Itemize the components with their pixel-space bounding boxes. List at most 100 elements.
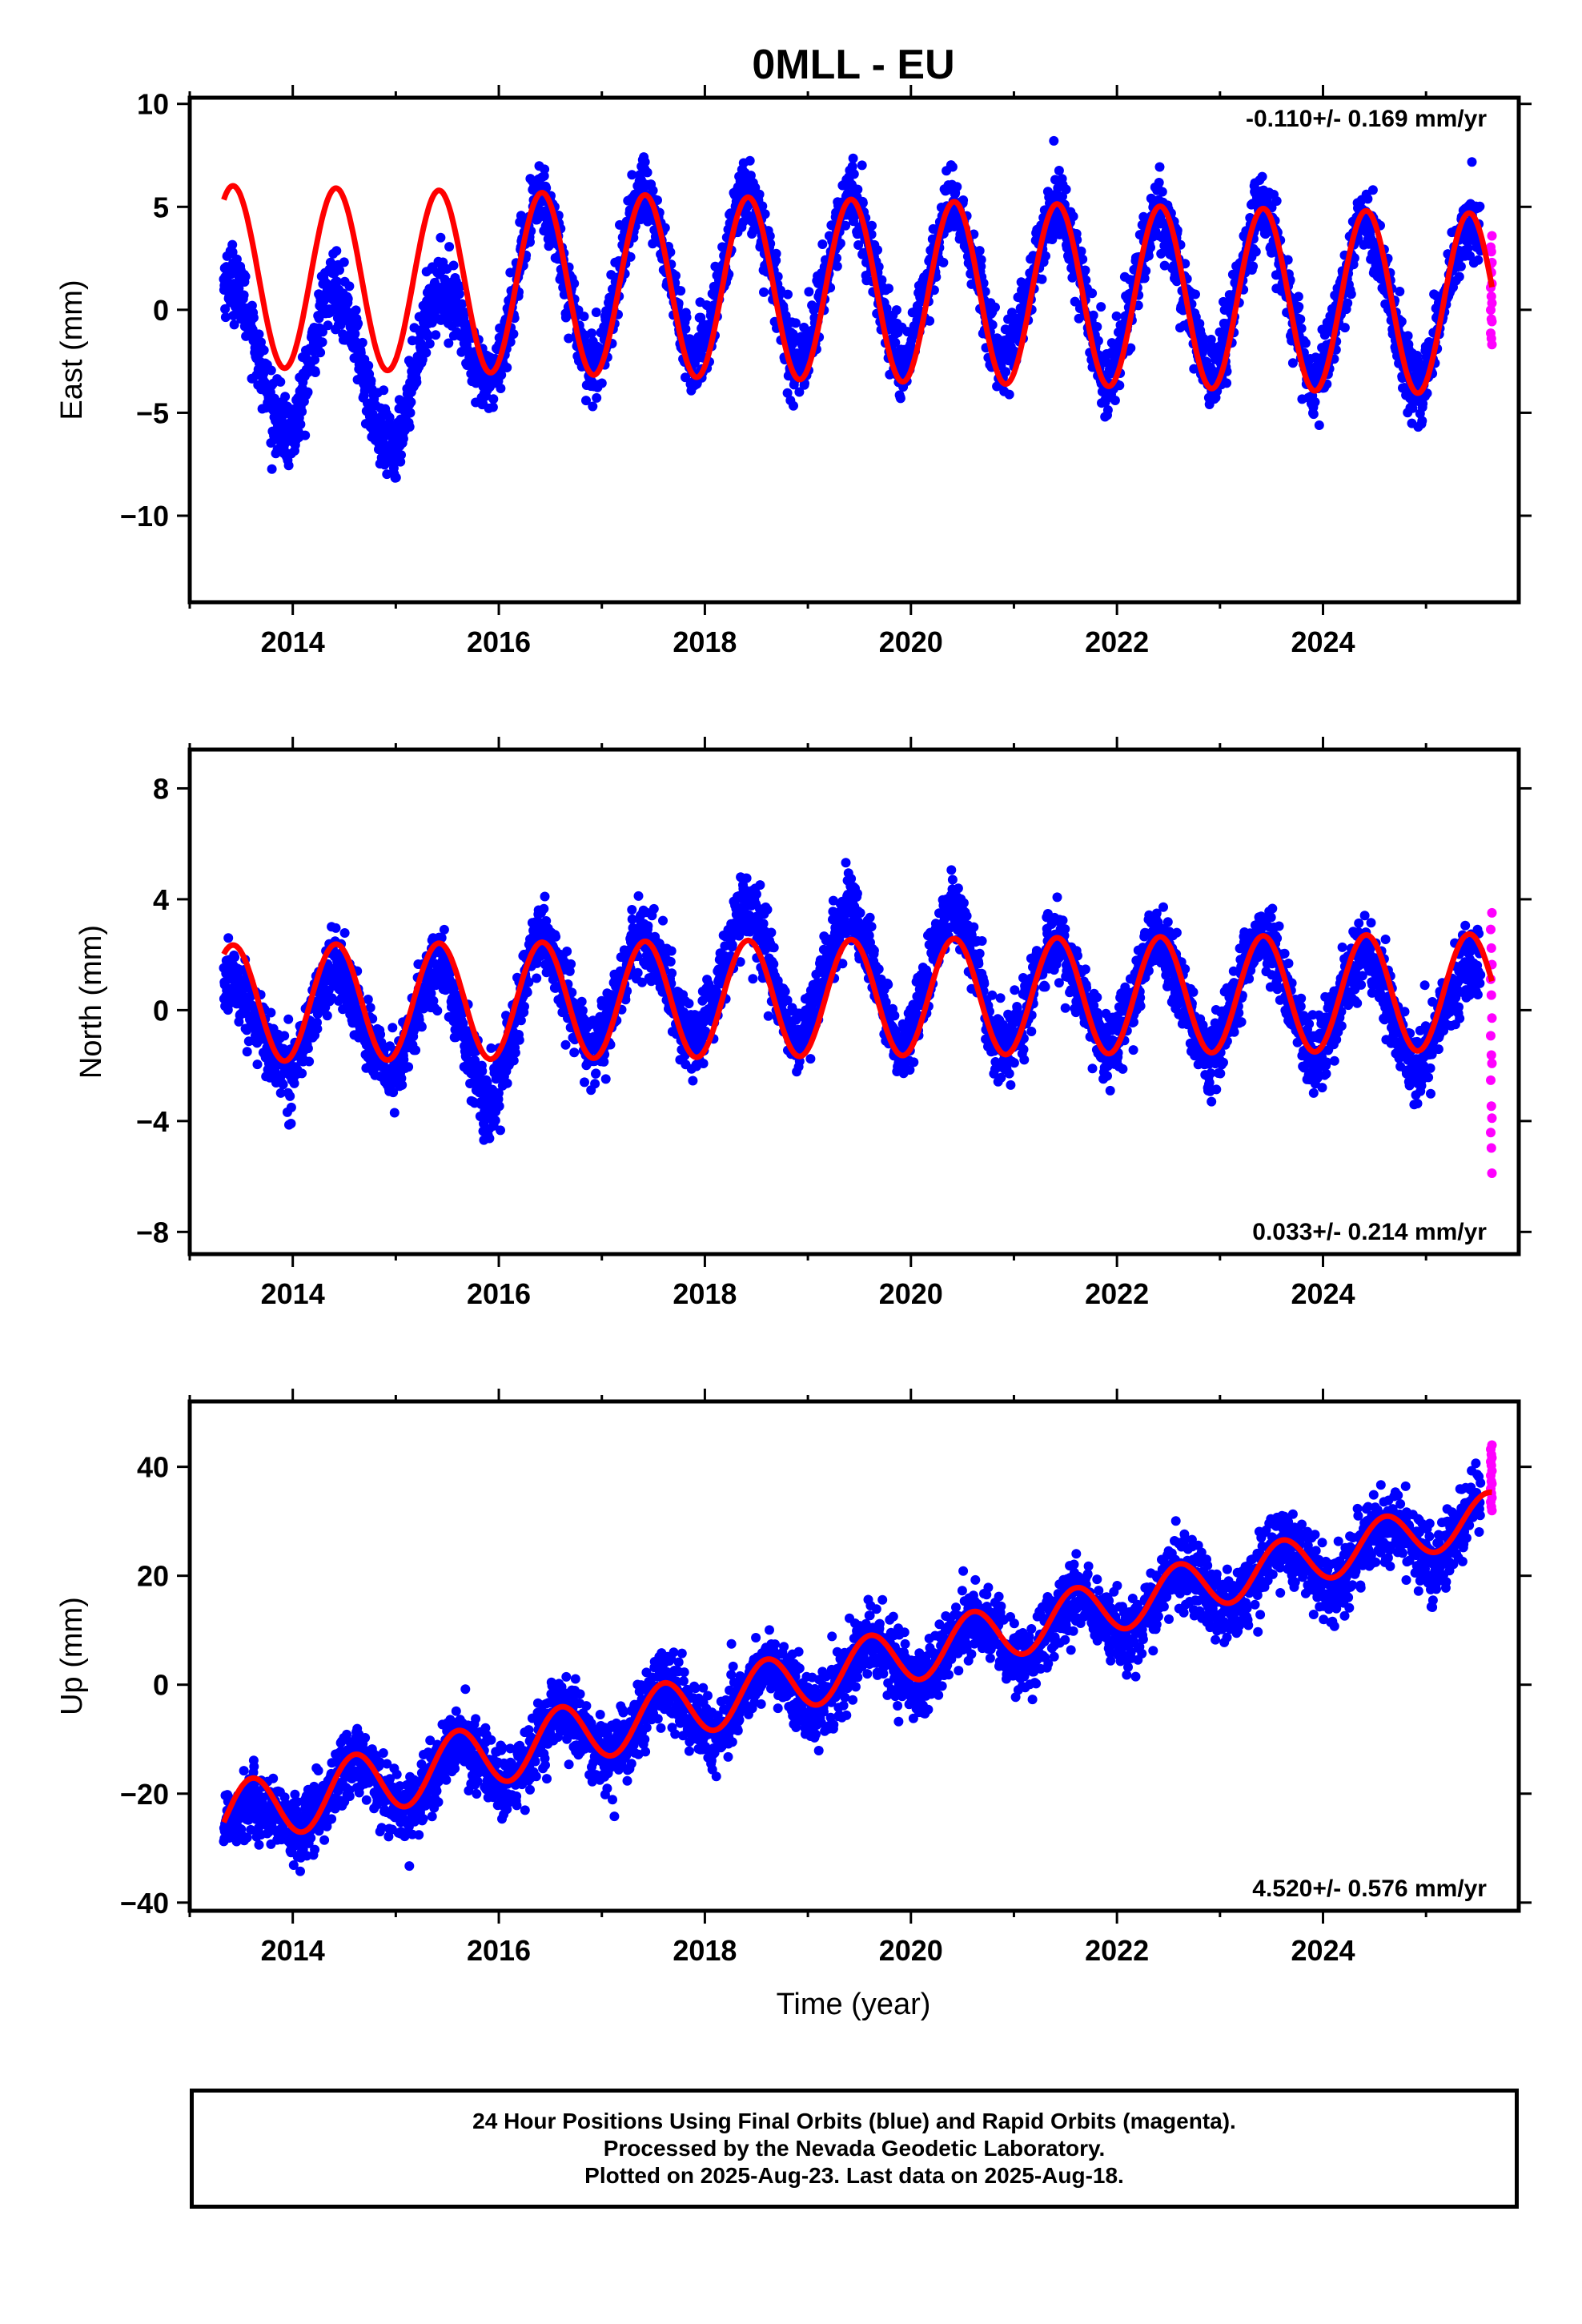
north-final-point — [510, 1047, 520, 1058]
east-final-point — [1467, 157, 1477, 167]
north-final-point — [522, 987, 532, 998]
east-final-point — [344, 281, 355, 292]
north-final-point — [297, 1068, 307, 1079]
east-final-point — [771, 248, 781, 259]
east-final-point — [379, 385, 389, 396]
east-x-tick-label: 2014 — [261, 625, 325, 658]
east-final-point — [229, 320, 239, 330]
east-y-tick-label: −5 — [136, 396, 169, 429]
north-final-point — [223, 933, 234, 943]
east-final-point — [505, 267, 516, 278]
east-final-point — [247, 300, 257, 311]
east-final-point — [335, 320, 346, 330]
north-final-point — [551, 931, 561, 942]
east-final-point — [1049, 135, 1059, 146]
east-final-point — [1222, 378, 1232, 388]
east-final-point — [335, 265, 344, 275]
east-final-point — [1004, 389, 1014, 400]
east-final-point — [990, 302, 1000, 312]
east-final-point — [1296, 324, 1307, 334]
north-final-point — [514, 1035, 524, 1045]
north-final-point — [279, 1031, 290, 1041]
east-final-point — [283, 460, 294, 471]
east-final-point — [398, 433, 408, 444]
east-final-point — [1403, 331, 1413, 341]
north-final-point — [252, 1059, 263, 1070]
east-final-point — [259, 368, 269, 379]
east-final-point — [488, 402, 498, 412]
east-final-point — [1191, 289, 1200, 300]
north-final-point — [278, 1080, 288, 1090]
north-final-point — [539, 903, 549, 914]
east-y-tick-label: 5 — [153, 191, 169, 223]
east-final-point — [396, 450, 406, 460]
north-final-point — [312, 1023, 323, 1034]
north-final-point — [566, 959, 576, 969]
east-final-point — [259, 345, 269, 356]
east-final-point — [873, 245, 882, 255]
east-final-point — [300, 430, 311, 440]
north-final-point — [230, 952, 240, 963]
north-final-point — [540, 891, 550, 902]
east-final-point — [759, 287, 769, 297]
east-final-point — [1111, 311, 1122, 321]
east-final-point — [564, 333, 574, 344]
east-final-point — [1154, 162, 1165, 172]
east-final-point — [1157, 187, 1167, 197]
east-final-point — [587, 328, 596, 339]
chart-title: 0MLL - EU — [752, 42, 954, 88]
east-final-point — [976, 255, 986, 265]
east-final-point — [525, 237, 535, 247]
north-final-point — [432, 1006, 443, 1016]
north-final-point — [560, 1039, 571, 1050]
east-final-point — [239, 290, 249, 300]
east-final-point — [1454, 271, 1464, 282]
east-final-point — [947, 162, 958, 172]
east-final-point — [227, 239, 238, 250]
east-final-point — [754, 189, 765, 199]
east-final-point — [353, 319, 363, 328]
east-rate-label: -0.110+/- 0.169 mm/yr — [1246, 106, 1487, 132]
east-final-point — [448, 260, 459, 271]
north-final-point — [580, 1077, 589, 1088]
north-final-point — [477, 1066, 488, 1076]
east-final-point — [454, 289, 464, 300]
east-final-point — [384, 412, 395, 423]
east-final-point — [1343, 298, 1353, 308]
east-final-point — [310, 355, 320, 365]
north-final-point — [303, 1043, 313, 1054]
east-final-point — [804, 287, 814, 297]
east-final-point — [267, 464, 277, 474]
north-final-point — [502, 1078, 512, 1088]
east-final-point — [832, 261, 842, 271]
east-final-point — [444, 338, 454, 348]
east-final-point — [254, 329, 264, 340]
east-final-point — [303, 387, 313, 397]
east-final-point — [1041, 251, 1050, 261]
east-final-point — [505, 337, 516, 347]
east-final-point — [579, 312, 589, 322]
east-final-point — [220, 304, 231, 314]
east-final-point — [280, 392, 291, 402]
east-final-point — [857, 160, 867, 171]
north-final-point — [439, 924, 449, 935]
east-final-point — [424, 339, 435, 349]
east-final-point — [339, 257, 349, 267]
east-final-point — [1339, 323, 1350, 333]
east-final-point — [895, 393, 905, 404]
east-final-point — [591, 308, 601, 317]
east-final-point — [1068, 211, 1078, 222]
east-final-point — [266, 365, 276, 376]
north-final-point — [331, 923, 341, 933]
east-final-point — [1395, 287, 1405, 296]
east-final-point — [1110, 396, 1120, 405]
east-final-point — [1310, 397, 1320, 407]
east-final-point — [231, 254, 242, 264]
north-final-point — [283, 1014, 294, 1024]
north-final-points — [219, 858, 1486, 1145]
east-x-tick-label: 2018 — [673, 625, 737, 658]
east-final-point — [234, 283, 244, 294]
east-final-point — [488, 394, 499, 404]
